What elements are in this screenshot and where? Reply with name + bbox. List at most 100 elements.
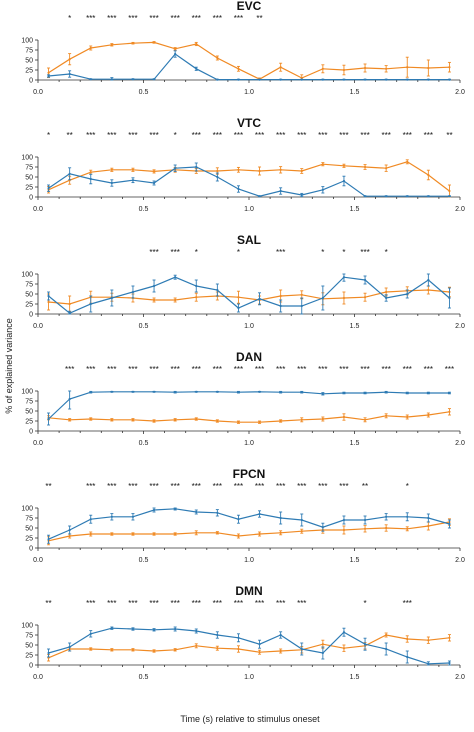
- orange-data-point: [89, 532, 92, 536]
- blue-data-point: [68, 645, 71, 649]
- blue-data-point: [448, 391, 451, 395]
- blue-data-point: [195, 629, 198, 633]
- y-tick-label: 25: [25, 653, 33, 660]
- blue-data-point: [47, 417, 50, 421]
- orange-data-point: [152, 298, 156, 302]
- panel-title: DMN: [235, 584, 262, 598]
- blue-data-point: [342, 179, 346, 183]
- blue-data-point: [406, 655, 409, 659]
- blue-data-point: [89, 632, 92, 635]
- orange-data-point: [216, 169, 219, 173]
- orange-data-point: [279, 66, 282, 69]
- significance-marker: ***: [192, 131, 201, 140]
- orange-data-point: [363, 527, 367, 530]
- blue-data-point: [47, 74, 50, 78]
- blue-data-point: [427, 195, 430, 198]
- blue-data-point: [152, 508, 156, 512]
- blue-series-line: [48, 166, 450, 197]
- significance-marker: ***: [170, 14, 179, 23]
- y-tick-label: 50: [25, 643, 33, 650]
- orange-data-point: [89, 171, 92, 174]
- blue-series-line: [48, 276, 450, 314]
- orange-data-point: [321, 417, 324, 421]
- panel-title: EVC: [237, 0, 262, 13]
- significance-marker: ***: [318, 131, 327, 140]
- blue-data-point: [110, 78, 113, 81]
- orange-data-point: [363, 296, 367, 299]
- significance-marker: ***: [149, 365, 158, 374]
- orange-series-line: [48, 41, 450, 80]
- significance-marker: ***: [276, 131, 285, 140]
- blue-data-point: [216, 78, 219, 81]
- orange-data-point: [427, 639, 430, 642]
- panel-fpcn: FPCN** *** *** *** *** *** *** *** *** *** *** *** *…: [21, 467, 465, 564]
- y-axis-label: % of explained variance: [4, 318, 14, 414]
- significance-marker: *: [68, 14, 71, 23]
- orange-data-point: [152, 41, 156, 44]
- orange-data-point: [110, 168, 113, 171]
- x-tick-label: 0.5: [139, 440, 149, 447]
- orange-data-point: [448, 636, 451, 639]
- orange-data-point: [152, 532, 156, 536]
- x-tick-label: 1.5: [350, 557, 360, 564]
- blue-data-point: [448, 296, 451, 300]
- x-axis-label: Time (s) relative to stimulus oneset: [180, 714, 320, 724]
- blue-data-point: [258, 390, 261, 393]
- y-tick-label: 100: [21, 506, 33, 513]
- significance-marker: **: [446, 131, 452, 140]
- significance-marker: ***: [403, 599, 412, 608]
- significance-marker: **: [67, 131, 73, 140]
- blue-data-point: [152, 284, 156, 288]
- panel-dmn: DMN** *** *** *** *** *** *** *** *** *** *** *** * *…: [21, 584, 465, 681]
- significance-marker: ***: [255, 365, 264, 374]
- orange-data-point: [174, 47, 177, 50]
- y-tick-label: 0: [29, 312, 33, 319]
- significance-marker: ***: [149, 482, 158, 491]
- orange-data-point: [385, 526, 388, 530]
- blue-data-point: [385, 78, 388, 81]
- orange-data-point: [89, 647, 92, 651]
- orange-data-point: [385, 633, 388, 637]
- blue-data-point: [300, 647, 303, 651]
- blue-data-point: [131, 515, 135, 518]
- orange-data-point: [131, 418, 135, 421]
- blue-data-point: [406, 515, 409, 518]
- x-tick-label: 0.0: [33, 323, 43, 330]
- blue-data-point: [279, 516, 282, 520]
- orange-data-point: [195, 417, 198, 421]
- orange-data-point: [237, 168, 240, 171]
- blue-data-point: [321, 296, 324, 300]
- blue-data-point: [237, 78, 240, 81]
- orange-series-line: [48, 634, 450, 659]
- orange-data-point: [68, 58, 71, 61]
- blue-data-point: [448, 522, 451, 526]
- blue-data-point: [131, 179, 135, 182]
- blue-data-point: [342, 276, 346, 279]
- blue-data-point: [131, 627, 135, 631]
- blue-data-point: [47, 538, 50, 541]
- blue-data-point: [300, 304, 303, 308]
- panel-title: FPCN: [233, 467, 266, 481]
- blue-data-point: [363, 391, 367, 395]
- blue-data-point: [258, 512, 261, 516]
- blue-data-point: [427, 278, 430, 282]
- x-tick-label: 0.0: [33, 440, 43, 447]
- blue-data-point: [342, 78, 346, 81]
- blue-data-point: [385, 515, 388, 518]
- significance-marker: ***: [403, 365, 412, 374]
- blue-data-point: [89, 302, 92, 306]
- orange-data-point: [68, 534, 71, 538]
- orange-data-point: [300, 76, 303, 80]
- orange-data-point: [47, 300, 50, 304]
- x-tick-label: 1.0: [244, 89, 254, 96]
- orange-data-point: [152, 419, 156, 423]
- orange-data-point: [321, 67, 324, 70]
- orange-data-point: [279, 294, 282, 298]
- blue-data-point: [47, 187, 50, 190]
- orange-data-point: [427, 66, 430, 70]
- y-tick-label: 75: [25, 282, 33, 289]
- y-tick-label: 50: [25, 175, 33, 182]
- panel-title: DAN: [236, 350, 262, 364]
- significance-marker: ***: [86, 131, 95, 140]
- x-tick-label: 0.5: [139, 89, 149, 96]
